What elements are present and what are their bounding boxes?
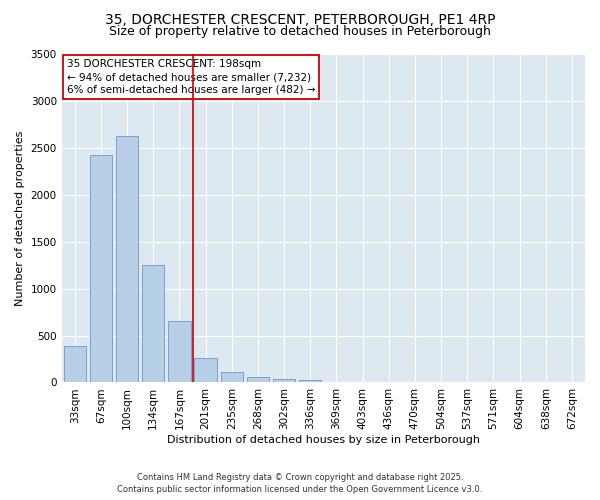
Bar [90, 156, 112, 382]
Y-axis label: Number of detached properties: Number of detached properties [15, 130, 25, 306]
Text: 35, DORCHESTER CRESCENT, PETERBOROUGH, PE1 4RP: 35, DORCHESTER CRESCENT, PETERBOROUGH, P… [105, 12, 495, 26]
Bar [116, 136, 138, 382]
Text: 35 DORCHESTER CRESCENT: 198sqm
← 94% of detached houses are smaller (7,232)
6% o: 35 DORCHESTER CRESCENT: 198sqm ← 94% of … [67, 59, 316, 96]
Bar [142, 265, 164, 382]
Text: Contains HM Land Registry data © Crown copyright and database right 2025.
Contai: Contains HM Land Registry data © Crown c… [118, 472, 482, 494]
Text: Size of property relative to detached houses in Peterborough: Size of property relative to detached ho… [109, 25, 491, 38]
Bar [64, 346, 86, 383]
Bar [273, 378, 295, 382]
Bar [247, 378, 269, 382]
Bar [168, 322, 191, 382]
Bar [221, 372, 243, 382]
Bar [194, 358, 217, 382]
X-axis label: Distribution of detached houses by size in Peterborough: Distribution of detached houses by size … [167, 435, 480, 445]
Bar [299, 380, 322, 382]
